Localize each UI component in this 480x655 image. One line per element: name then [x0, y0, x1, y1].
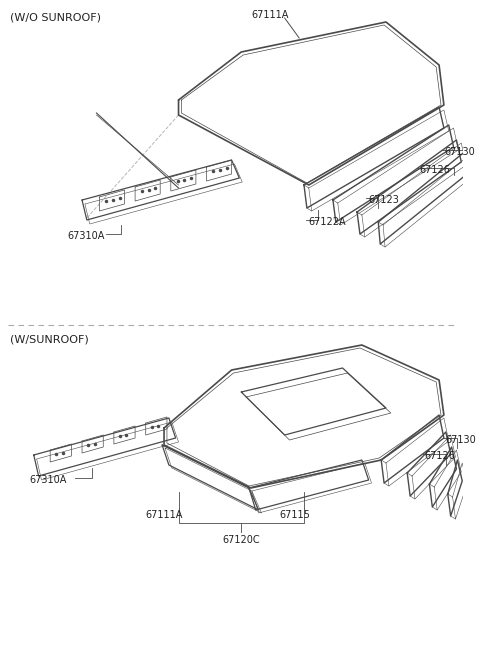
- Text: 67111A: 67111A: [145, 510, 183, 520]
- Text: 67120C: 67120C: [222, 535, 260, 545]
- Text: 67126: 67126: [425, 451, 456, 461]
- Text: 67115: 67115: [279, 510, 310, 520]
- Text: 67310A: 67310A: [68, 231, 105, 241]
- Text: 67122A: 67122A: [309, 217, 347, 227]
- Text: 67130: 67130: [444, 147, 475, 157]
- Text: 67130: 67130: [446, 435, 477, 445]
- Text: 67126: 67126: [420, 165, 451, 175]
- Text: 67123: 67123: [369, 195, 399, 205]
- Text: 67111A: 67111A: [252, 10, 289, 20]
- Text: 67310A: 67310A: [29, 475, 66, 485]
- Text: (W/SUNROOF): (W/SUNROOF): [10, 335, 88, 345]
- Text: (W/O SUNROOF): (W/O SUNROOF): [10, 12, 101, 22]
